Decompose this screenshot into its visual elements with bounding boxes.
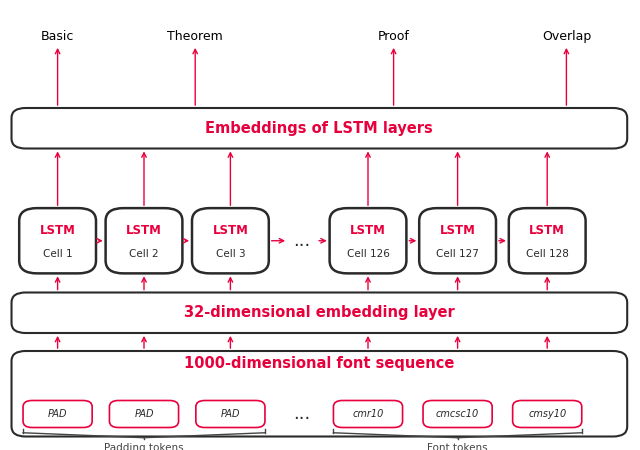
Text: Cell 3: Cell 3 bbox=[216, 249, 245, 259]
Text: Cell 127: Cell 127 bbox=[436, 249, 479, 259]
Text: LSTM: LSTM bbox=[529, 225, 565, 237]
FancyBboxPatch shape bbox=[196, 400, 265, 428]
Text: cmsy10: cmsy10 bbox=[528, 409, 566, 419]
FancyBboxPatch shape bbox=[109, 400, 179, 428]
Text: Proof: Proof bbox=[378, 30, 410, 43]
FancyBboxPatch shape bbox=[509, 208, 586, 273]
Text: Cell 2: Cell 2 bbox=[129, 249, 159, 259]
Text: LSTM: LSTM bbox=[126, 225, 162, 237]
Text: Cell 128: Cell 128 bbox=[526, 249, 568, 259]
Text: Overlap: Overlap bbox=[542, 30, 591, 43]
Text: LSTM: LSTM bbox=[440, 225, 476, 237]
Text: Padding tokens: Padding tokens bbox=[104, 443, 184, 450]
Text: cmr10: cmr10 bbox=[352, 409, 384, 419]
Text: PAD: PAD bbox=[134, 409, 154, 419]
FancyBboxPatch shape bbox=[12, 351, 627, 436]
Text: cmcsc10: cmcsc10 bbox=[436, 409, 479, 419]
Text: Cell 1: Cell 1 bbox=[43, 249, 72, 259]
Text: 1000-dimensional font sequence: 1000-dimensional font sequence bbox=[184, 356, 454, 371]
Text: ...: ... bbox=[294, 232, 310, 250]
Text: LSTM: LSTM bbox=[212, 225, 248, 237]
Text: Font tokens: Font tokens bbox=[428, 443, 488, 450]
FancyBboxPatch shape bbox=[192, 208, 269, 273]
Text: 32-dimensional embedding layer: 32-dimensional embedding layer bbox=[184, 305, 455, 320]
FancyBboxPatch shape bbox=[12, 108, 627, 148]
Text: ...: ... bbox=[294, 405, 310, 423]
FancyBboxPatch shape bbox=[513, 400, 582, 428]
FancyBboxPatch shape bbox=[330, 208, 406, 273]
Text: Basic: Basic bbox=[41, 30, 74, 43]
FancyBboxPatch shape bbox=[106, 208, 182, 273]
Text: PAD: PAD bbox=[48, 409, 67, 419]
Text: PAD: PAD bbox=[221, 409, 240, 419]
FancyBboxPatch shape bbox=[423, 400, 492, 428]
FancyBboxPatch shape bbox=[23, 400, 92, 428]
FancyBboxPatch shape bbox=[12, 292, 627, 333]
FancyBboxPatch shape bbox=[19, 208, 96, 273]
Text: Cell 126: Cell 126 bbox=[347, 249, 389, 259]
Text: LSTM: LSTM bbox=[40, 225, 76, 237]
FancyBboxPatch shape bbox=[333, 400, 403, 428]
FancyBboxPatch shape bbox=[419, 208, 496, 273]
Text: LSTM: LSTM bbox=[350, 225, 386, 237]
Text: Embeddings of LSTM layers: Embeddings of LSTM layers bbox=[205, 121, 433, 136]
Text: Theorem: Theorem bbox=[167, 30, 223, 43]
